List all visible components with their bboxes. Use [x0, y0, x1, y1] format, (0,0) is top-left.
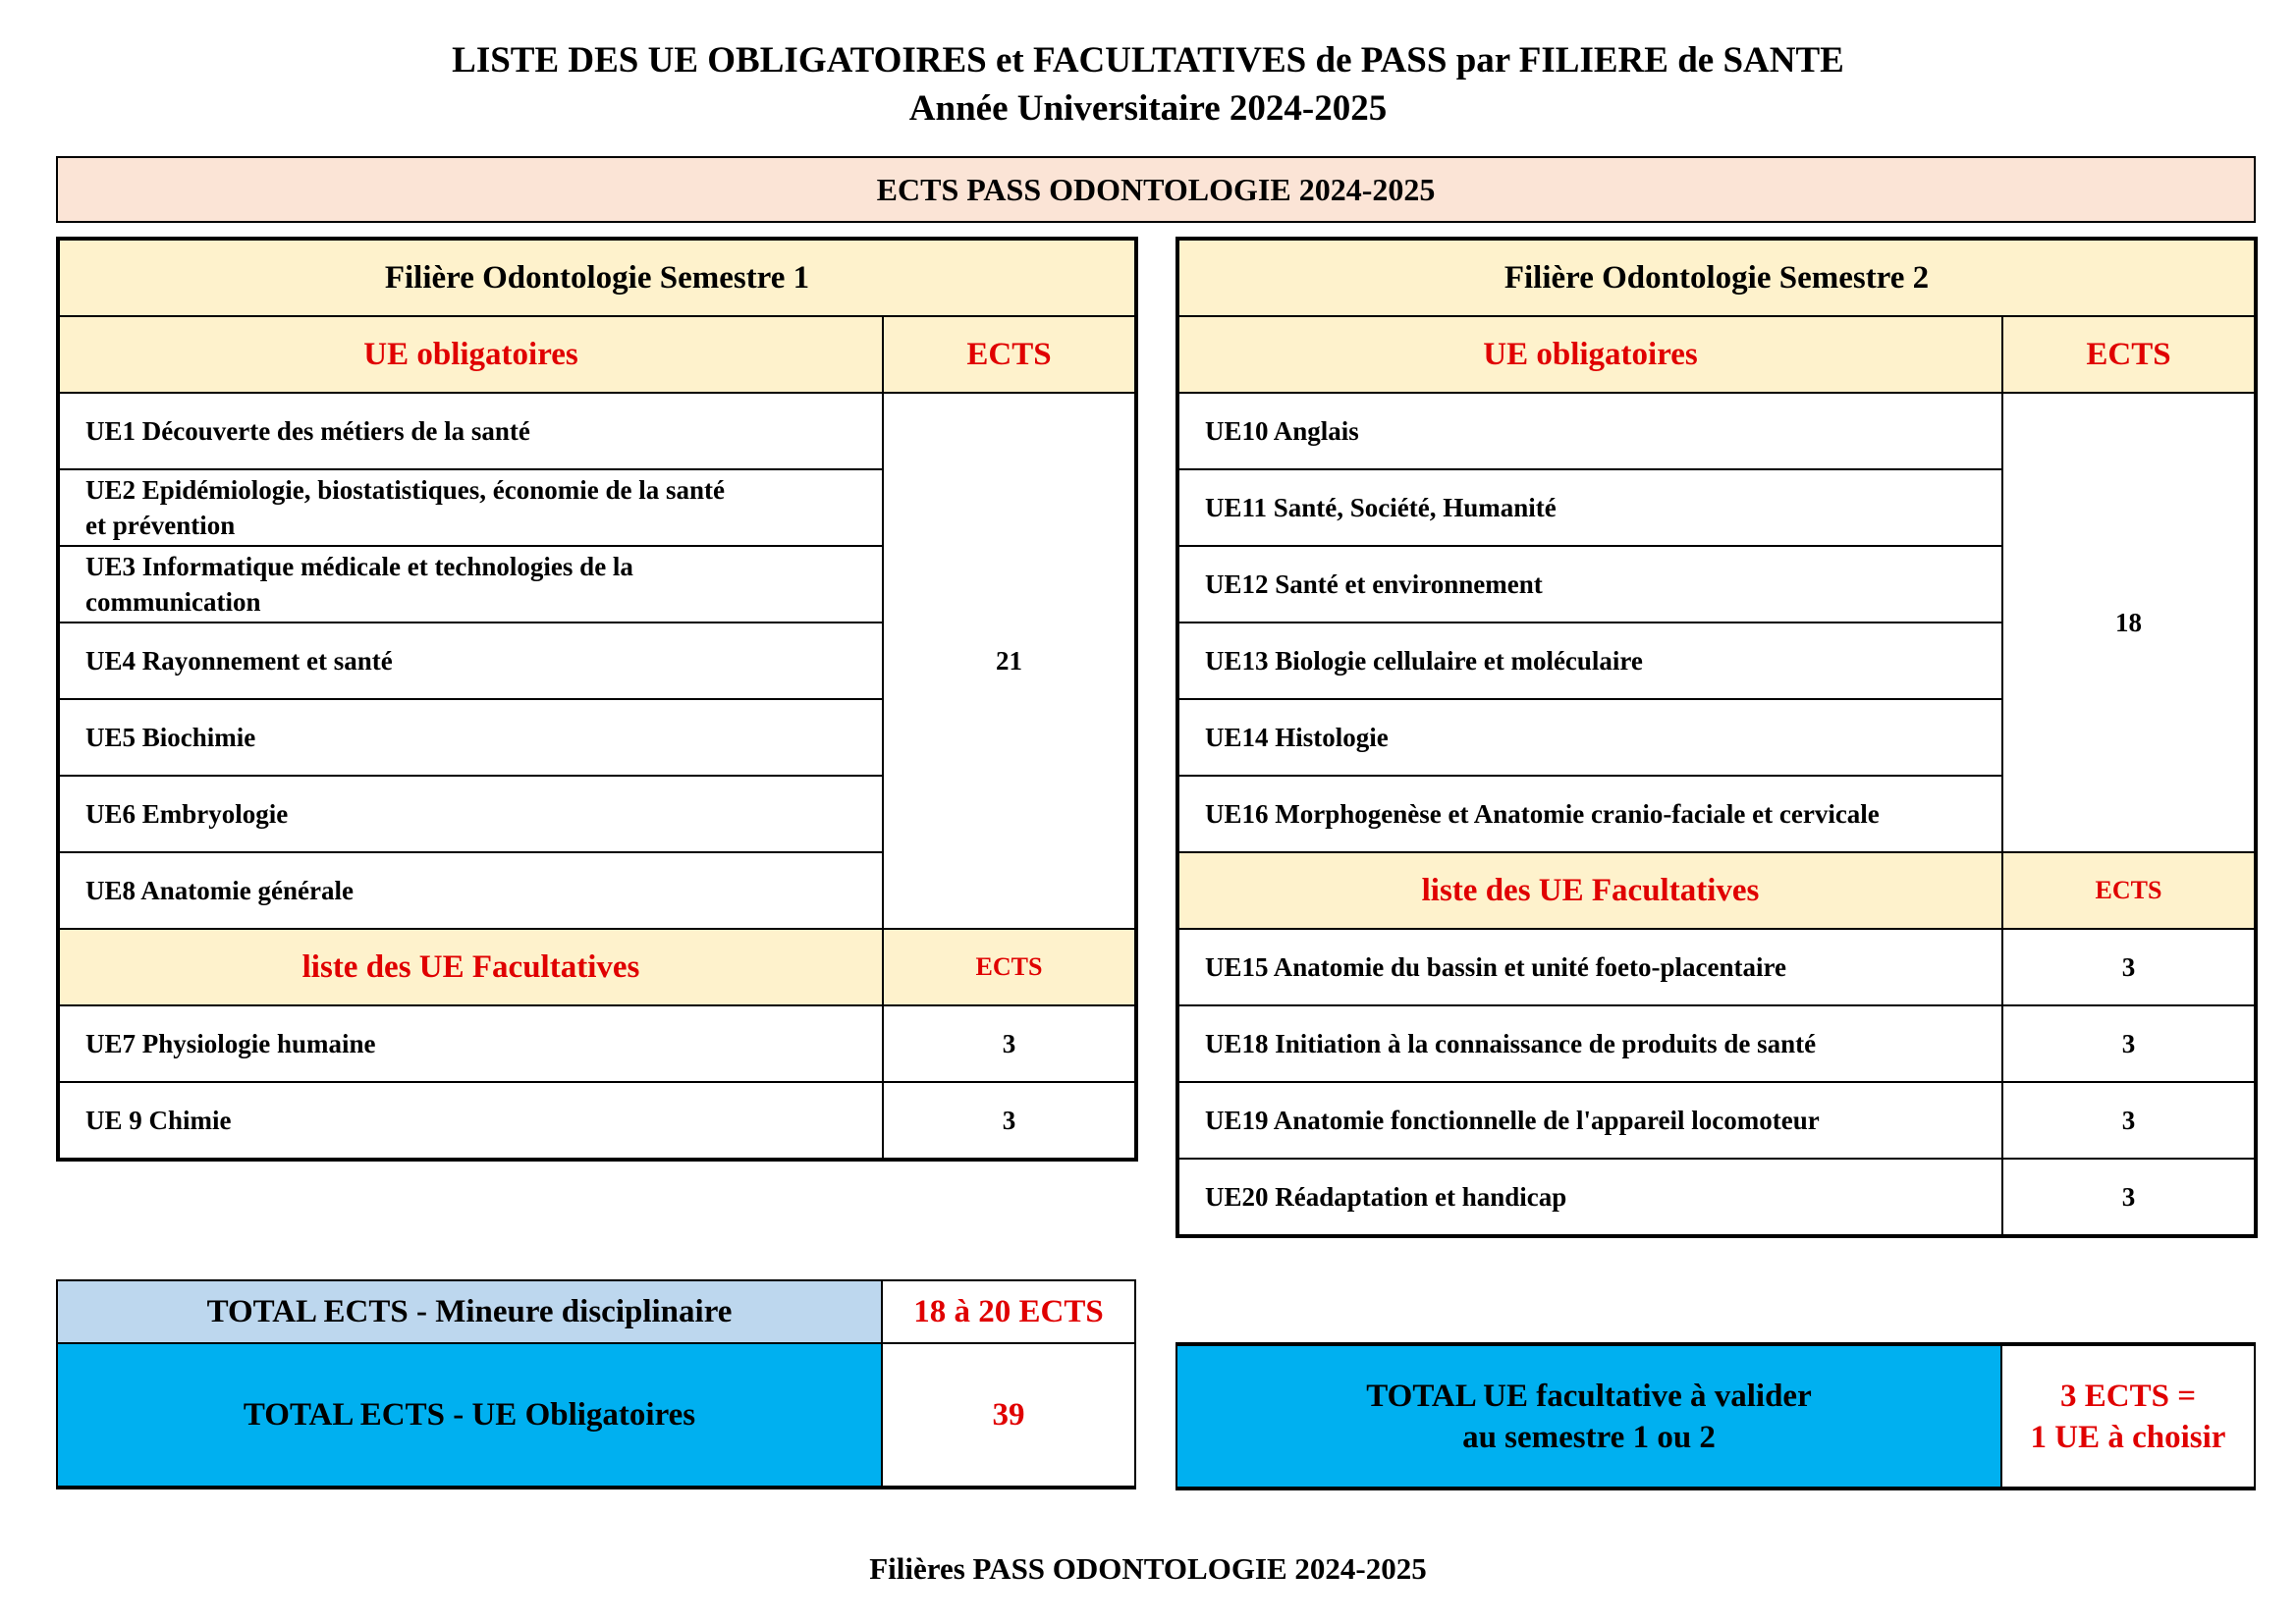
optional-total-label-line1: TOTAL UE facultative à valider: [1366, 1378, 1812, 1414]
semester2-table: Filière Odontologie Semestre 2 UE obliga…: [1175, 237, 2258, 1238]
optional-ects-header: ECTS: [2001, 851, 2257, 930]
optional-ue-row: UE 9 Chimie: [57, 1081, 884, 1161]
optional-ue-row: UE7 Physiologie humaine: [57, 1004, 884, 1083]
optional-ects: 3: [882, 1004, 1137, 1083]
page-footer: Filières PASS ODONTOLOGIE 2024-2025: [869, 1551, 1427, 1586]
semester2-title: Filière Odontologie Semestre 2: [1176, 238, 2257, 317]
optional-ects: 3: [2001, 1158, 2257, 1237]
ue-row: UE14 Histologie: [1176, 698, 2003, 777]
optional-ects: 3: [2001, 1004, 2257, 1083]
optional-header: liste des UE Facultatives: [1176, 851, 2003, 930]
ue-row: UE1 Découverte des métiers de la santé: [57, 392, 884, 470]
optional-ue-row: UE15 Anatomie du bassin et unité foeto-p…: [1176, 928, 2003, 1006]
mandatory-ects-value: 21: [882, 392, 1137, 930]
page-subtitle: Année Universitaire 2024-2025: [908, 88, 1388, 129]
optional-ue-row: UE18 Initiation à la connaissance de pro…: [1176, 1004, 2003, 1083]
optional-total-value-line1: 3 ECTS =: [2059, 1378, 2196, 1414]
optional-ects-header: ECTS: [882, 928, 1137, 1006]
ue-row: UE13 Biologie cellulaire et moléculaire: [1176, 622, 2003, 700]
ue-row: UE3 Informatique médicale et technologie…: [57, 545, 884, 623]
optional-ects: 3: [2001, 928, 2257, 1006]
ue-row: UE6 Embryologie: [57, 775, 884, 853]
mandatory-total-value: 39: [881, 1342, 1136, 1489]
ue-row: UE11 Santé, Société, Humanité: [1176, 468, 2003, 547]
ects-header: ECTS: [2001, 315, 2257, 394]
mandatory-total-label: TOTAL ECTS - UE Obligatoires: [56, 1342, 883, 1489]
ue-row: UE2 Epidémiologie, biostatistiques, écon…: [57, 468, 884, 547]
mandatory-header: UE obligatoires: [57, 315, 884, 394]
ue-row: UE8 Anatomie générale: [57, 851, 884, 930]
optional-total-value-line2: 1 UE à choisir: [2030, 1419, 2226, 1455]
optional-total-label: TOTAL UE facultative à valider au semest…: [1175, 1342, 2002, 1490]
optional-total-label-line2: au semestre 1 ou 2: [1462, 1419, 1716, 1455]
optional-total-value: 3 ECTS = 1 UE à choisir: [2000, 1342, 2256, 1490]
ects-banner: ECTS PASS ODONTOLOGIE 2024-2025: [56, 156, 2256, 223]
ue-row: UE10 Anglais: [1176, 392, 2003, 470]
optional-ue-row: UE20 Réadaptation et handicap: [1176, 1158, 2003, 1237]
ects-header: ECTS: [882, 315, 1137, 394]
semester1-title: Filière Odontologie Semestre 1: [57, 238, 1137, 317]
page-title: LISTE DES UE OBLIGATOIRES et FACULTATIVE…: [452, 40, 1844, 81]
optional-header: liste des UE Facultatives: [57, 928, 884, 1006]
optional-ects: 3: [2001, 1081, 2257, 1160]
ue-row: UE12 Santé et environnement: [1176, 545, 2003, 623]
mandatory-ects-value: 18: [2001, 392, 2257, 853]
ue-row: UE16 Morphogenèse et Anatomie cranio-fac…: [1176, 775, 2003, 853]
minor-total-value: 18 à 20 ECTS: [881, 1279, 1136, 1344]
minor-total-label: TOTAL ECTS - Mineure disciplinaire: [56, 1279, 883, 1344]
optional-ects: 3: [882, 1081, 1137, 1161]
ue-row: UE5 Biochimie: [57, 698, 884, 777]
semester1-table: Filière Odontologie Semestre 1 UE obliga…: [56, 237, 1138, 1162]
mandatory-header: UE obligatoires: [1176, 315, 2003, 394]
optional-ue-row: UE19 Anatomie fonctionnelle de l'apparei…: [1176, 1081, 2003, 1160]
totals-right-table: TOTAL UE facultative à valider au semest…: [1175, 1342, 2256, 1490]
ue-row: UE4 Rayonnement et santé: [57, 622, 884, 700]
totals-left-table: TOTAL ECTS - Mineure disciplinaire 18 à …: [56, 1279, 1136, 1489]
